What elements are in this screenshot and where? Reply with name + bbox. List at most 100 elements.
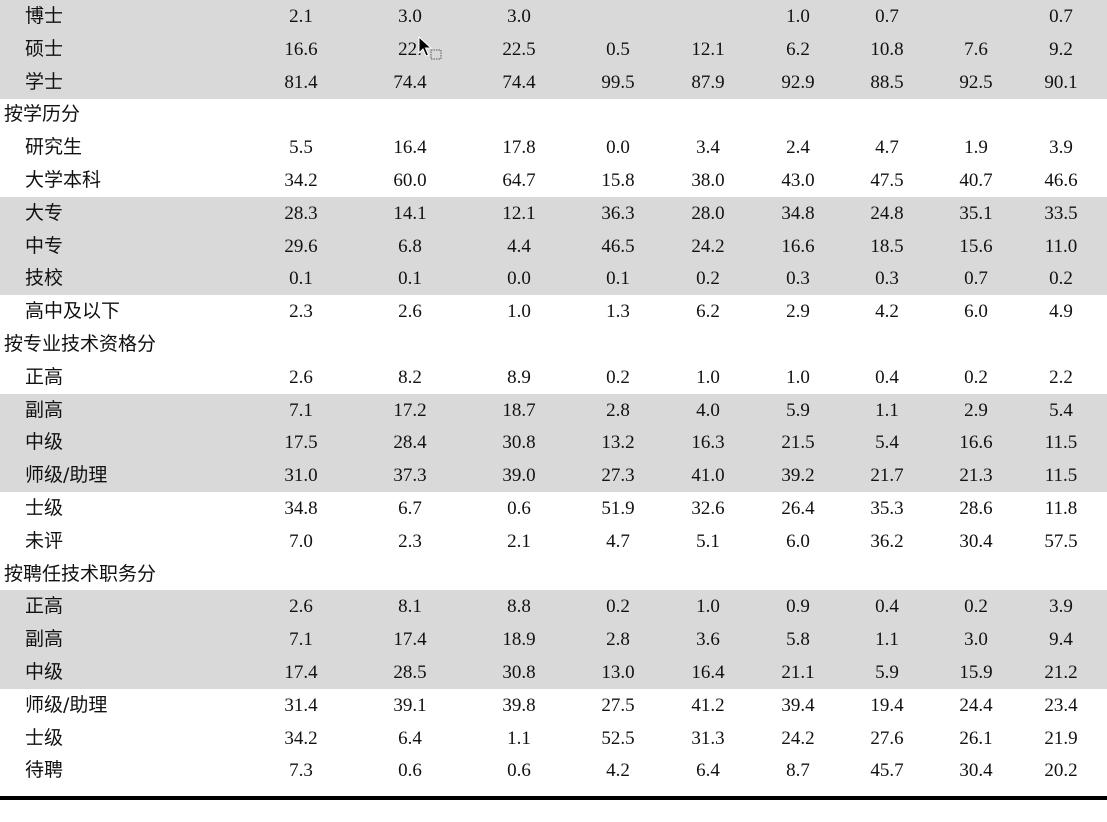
table-cell: 7.6 (964, 38, 988, 60)
table-cell: 0.1 (289, 268, 313, 290)
table-cell: 12.1 (502, 202, 536, 224)
table-cell: 34.8 (284, 498, 318, 519)
section-header-row: 按聘任技术职务分 (0, 558, 1107, 591)
table-cell: 17.5 (284, 432, 318, 454)
table-cell: 2.9 (786, 301, 810, 323)
table-bottom-rule (0, 796, 1107, 800)
table-cell: 99.5 (601, 71, 635, 93)
table-cell: 41.0 (691, 465, 725, 487)
table-row: 技校 0.1 0.1 0.0 0.1 0.2 0.3 0.3 0.7 0.2 (0, 262, 1107, 296)
table-cell: 0.2 (964, 366, 988, 388)
table-cell: 0.9 (786, 596, 810, 618)
table-cell: 21.3 (959, 465, 993, 487)
table-cell: 34.8 (781, 202, 815, 224)
row-label: 正高 (25, 365, 64, 388)
table-cell: 0.4 (875, 596, 899, 618)
table-cell: 2.6 (289, 366, 313, 388)
table-cell: 3.0 (964, 629, 988, 651)
table-cell: 28.6 (959, 498, 993, 519)
table-cell: 2.6 (398, 301, 422, 323)
row-label: 师级/助理 (25, 464, 108, 487)
table-cell: 57.5 (1044, 530, 1078, 552)
table-cell: 17.8 (502, 137, 536, 159)
row-label: 中级 (25, 431, 64, 454)
table-cell: 26.4 (781, 498, 815, 519)
table-cell: 0.0 (606, 137, 630, 159)
table-cell (673, 0, 743, 33)
table-cell: 21.5 (781, 432, 815, 454)
table-cell: 0.6 (507, 760, 531, 782)
table-row: 正高 2.6 8.2 8.9 0.2 1.0 1.0 0.4 0.2 2.2 (0, 361, 1107, 394)
table-cell: 5.8 (786, 629, 810, 651)
table-cell: 13.0 (601, 662, 635, 683)
table-cell: 5.4 (1049, 399, 1073, 421)
table-row: 中专 29.6 6.8 4.4 46.5 24.2 16.6 18.5 15.6 11.0 (0, 229, 1107, 263)
table-cell: 34.2 (284, 727, 318, 749)
section-label: 按专业技术资格分 (4, 333, 157, 355)
section-header-row: 按学历分 (0, 98, 1107, 131)
table-cell: 18.7 (502, 399, 536, 421)
table-cell: 2.9 (964, 399, 988, 421)
table-row: 大专 28.3 14.1 12.1 36.3 28.0 34.8 24.8 35.1 33.5 (0, 196, 1107, 230)
table-cell: 8.7 (786, 760, 810, 782)
table-cell: 36.2 (870, 530, 904, 552)
section-label: 按聘任技术职务分 (4, 562, 157, 585)
row-label: 学士 (25, 70, 64, 93)
table-row: 正高 2.6 8.1 8.8 0.2 1.0 0.9 0.4 0.2 3.9 (0, 590, 1107, 624)
table-cell: 0.2 (606, 366, 630, 388)
table-cell: 37.3 (393, 465, 427, 487)
table-cell: 28.5 (393, 662, 427, 683)
row-label: 士级 (25, 497, 64, 519)
table-cell: 47.5 (870, 170, 904, 191)
table-cell: 5.4 (875, 432, 899, 454)
table-cell: 2.6 (289, 596, 313, 618)
table-cell: 29.6 (284, 235, 318, 257)
table-cell: 90.1 (1044, 71, 1078, 93)
table-cell: 20.2 (1044, 760, 1078, 782)
table-cell: 3.0 (398, 6, 422, 27)
table-cell: 5.1 (696, 530, 720, 552)
row-label: 待聘 (25, 759, 64, 782)
table-cell: 87.9 (691, 71, 725, 93)
table-cell: 2.1 (507, 530, 531, 552)
table-cell: 16.4 (691, 662, 725, 683)
table-row: 学士 81.4 74.4 74.4 99.5 87.9 92.9 88.5 92.5 90.1 (0, 65, 1107, 99)
row-label: 中级 (25, 661, 64, 683)
table-cell: 92.5 (959, 71, 993, 93)
table-cell: 88.5 (870, 71, 904, 93)
table-cell: 7.0 (289, 530, 313, 552)
table-row: 博士 2.1 3.0 3.0 1.0 0.7 0.7 (0, 0, 1107, 33)
table-row: 士级 34.8 6.7 0.6 51.9 32.6 26.4 35.3 28.6 11.8 (0, 492, 1107, 525)
table-cell: 21.2 (1044, 662, 1078, 683)
section-label: 按学历分 (4, 103, 81, 126)
table-row: 士级 34.2 6.4 1.1 52.5 31.3 24.2 27.6 26.1 21.9 (0, 722, 1107, 755)
table-cell: 39.1 (393, 694, 427, 716)
table-cell: 43.0 (781, 170, 815, 191)
row-label: 副高 (25, 628, 64, 651)
table-cell: 24.2 (781, 727, 815, 749)
table-cell: 22.5 (502, 38, 536, 60)
table-cell: 1.9 (964, 137, 988, 159)
table-cell: 2.2 (1049, 366, 1073, 388)
table-cell: 74.4 (393, 71, 427, 93)
table-cell: 81.4 (284, 71, 318, 93)
table-cell: 24.2 (691, 235, 725, 257)
row-label: 大专 (25, 201, 64, 224)
table-cell: 31.3 (691, 727, 725, 749)
row-label: 师级/助理 (25, 693, 108, 716)
table-cell: 6.2 (696, 301, 720, 323)
table-cell: 36.3 (601, 202, 635, 224)
table-cell: 0.7 (875, 6, 899, 27)
table-cell: 60.0 (393, 170, 427, 191)
table-cell: 0.1 (606, 268, 630, 290)
table-row: 未评 7.0 2.3 2.1 4.7 5.1 6.0 36.2 30.4 57.5 (0, 525, 1107, 558)
table-cell: 1.0 (696, 596, 720, 618)
table-cell: 5.5 (289, 137, 313, 159)
table-cell: 23.4 (1044, 694, 1078, 716)
table-row: 大学本科 34.2 60.0 64.7 15.8 38.0 43.0 47.5 40.7 46.6 (0, 164, 1107, 197)
table-cell: 31.0 (284, 465, 318, 487)
table-cell: 1.0 (786, 366, 810, 388)
table-cell: 13.2 (601, 432, 635, 454)
table-cell: 8.8 (507, 596, 531, 618)
table-cell: 6.4 (696, 760, 720, 782)
